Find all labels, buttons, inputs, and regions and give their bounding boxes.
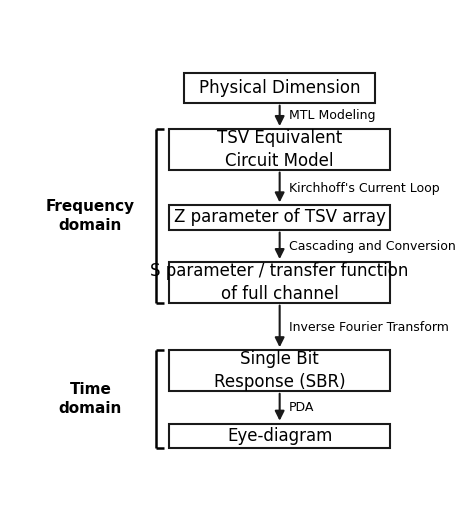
Text: Physical Dimension: Physical Dimension bbox=[199, 79, 360, 97]
Text: MTL Modeling: MTL Modeling bbox=[289, 109, 375, 122]
Text: PDA: PDA bbox=[289, 401, 314, 414]
Text: Inverse Fourier Transform: Inverse Fourier Transform bbox=[289, 321, 449, 334]
FancyBboxPatch shape bbox=[169, 205, 390, 229]
Text: Cascading and Conversion: Cascading and Conversion bbox=[289, 240, 456, 253]
FancyBboxPatch shape bbox=[169, 350, 390, 391]
FancyBboxPatch shape bbox=[184, 73, 375, 103]
FancyBboxPatch shape bbox=[169, 129, 390, 170]
Text: Eye-diagram: Eye-diagram bbox=[227, 427, 332, 445]
Text: Frequency
domain: Frequency domain bbox=[46, 199, 135, 233]
Text: TSV Equivalent
Circuit Model: TSV Equivalent Circuit Model bbox=[217, 129, 342, 170]
Text: Kirchhoff's Current Loop: Kirchhoff's Current Loop bbox=[289, 182, 439, 195]
Text: Single Bit
Response (SBR): Single Bit Response (SBR) bbox=[214, 350, 346, 391]
Text: Time
domain: Time domain bbox=[59, 382, 122, 416]
Text: Z parameter of TSV array: Z parameter of TSV array bbox=[174, 208, 385, 226]
FancyBboxPatch shape bbox=[169, 423, 390, 448]
Text: S parameter / transfer function
of full channel: S parameter / transfer function of full … bbox=[150, 262, 409, 303]
FancyBboxPatch shape bbox=[169, 262, 390, 303]
